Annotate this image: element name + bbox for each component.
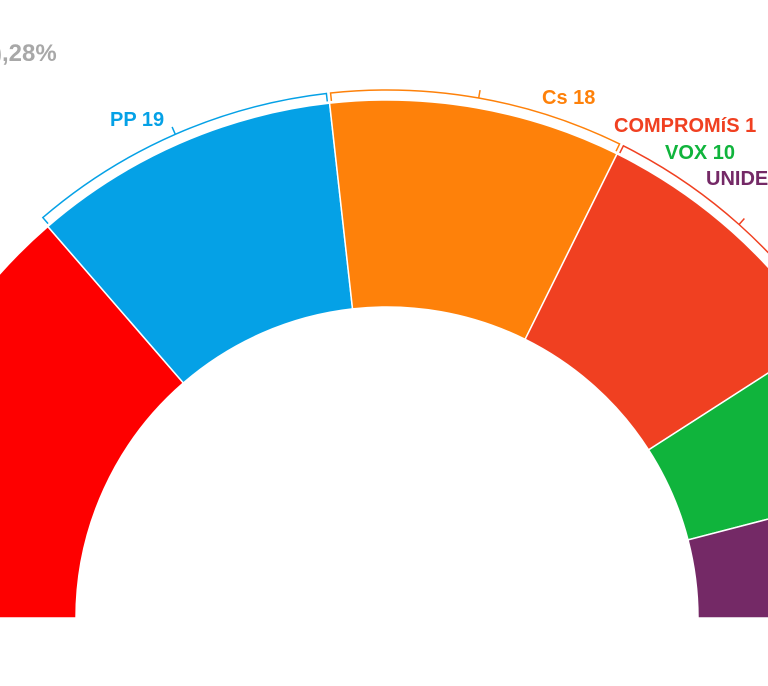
- label-cs: Cs 18: [542, 87, 595, 109]
- label-pp: PP 19: [110, 109, 164, 131]
- slice-vox: [647, 372, 768, 541]
- bracket-compromis: [619, 144, 768, 254]
- slice-psoe: [0, 225, 185, 619]
- bracket-pp: [41, 92, 329, 225]
- leader-pp: [171, 126, 176, 135]
- slice-compromis: [524, 152, 768, 451]
- slice-unides: [687, 518, 768, 619]
- label-vox: VOX 10: [665, 142, 735, 164]
- leader-compromis: [738, 218, 745, 226]
- turnout-percentage: ),28%: [0, 40, 57, 67]
- label-compromis: COMPROMíS 1: [614, 115, 756, 137]
- label-unides: UNIDE: [706, 168, 768, 190]
- leader-cs: [477, 90, 481, 99]
